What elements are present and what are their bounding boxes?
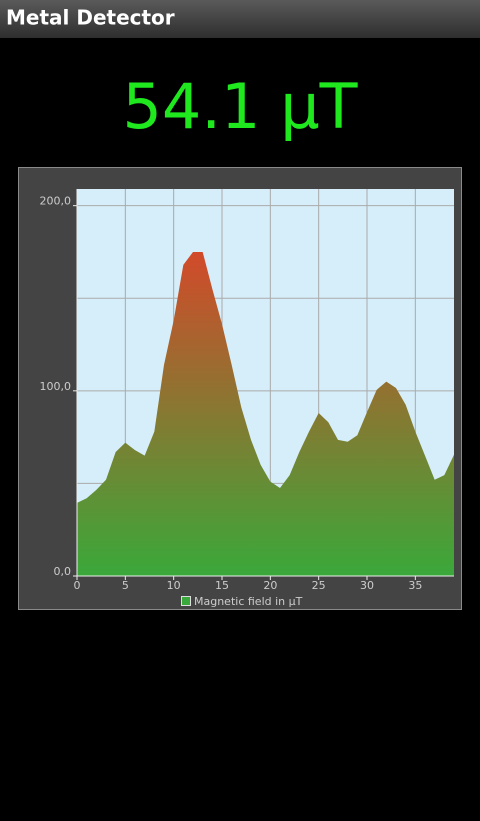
area <box>77 251 454 576</box>
x-tick-label: 25 <box>312 579 326 592</box>
x-tick-label: 5 <box>122 579 129 592</box>
app-title: Metal Detector <box>6 6 175 30</box>
reading: 54.1 µT <box>122 70 358 143</box>
x-tick-label: 35 <box>408 579 422 592</box>
chart: 0,0 100,0 200,0 0 5 10 15 20 25 30 35 Magnetic fiel… <box>40 189 454 608</box>
title-bar <box>0 0 480 38</box>
x-tick-label: 10 <box>167 579 181 592</box>
x-tick-label: 30 <box>360 579 374 592</box>
legend-label: Magnetic field in µT <box>194 595 303 608</box>
x-tick-label: 15 <box>215 579 229 592</box>
legend-swatch <box>181 596 191 606</box>
y-tick-label: 200,0 <box>40 195 72 208</box>
x-tick-label: 20 <box>263 579 277 592</box>
y-tick-label: 100,0 <box>40 380 72 393</box>
x-tick-label: 0 <box>74 579 81 592</box>
y-tick-label: 0,0 <box>54 565 72 578</box>
